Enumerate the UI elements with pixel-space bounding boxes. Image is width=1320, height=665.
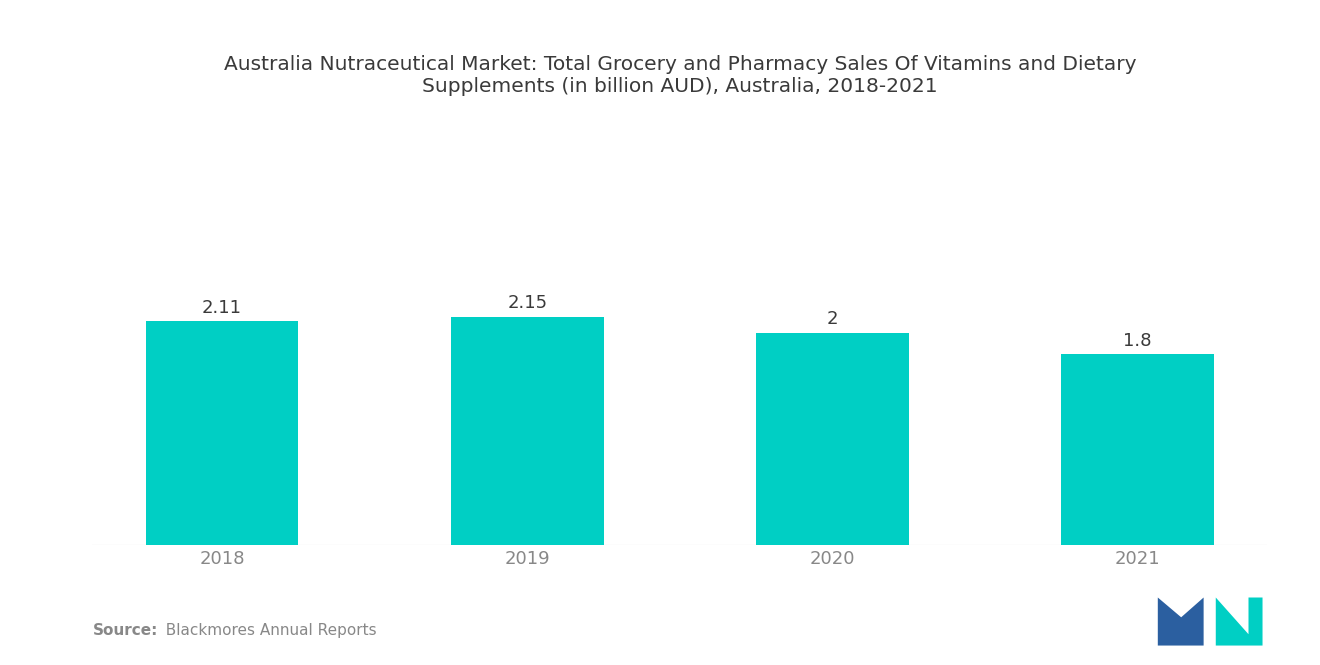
Text: 2: 2 xyxy=(826,311,838,329)
Bar xyxy=(451,317,603,545)
Bar xyxy=(756,332,908,545)
Polygon shape xyxy=(1158,597,1204,646)
Text: 2.15: 2.15 xyxy=(507,295,548,313)
Text: 2.11: 2.11 xyxy=(202,299,242,317)
Bar xyxy=(1061,354,1214,545)
Bar xyxy=(145,321,298,545)
Title: Australia Nutraceutical Market: Total Grocery and Pharmacy Sales Of Vitamins and: Australia Nutraceutical Market: Total Gr… xyxy=(223,55,1137,96)
Polygon shape xyxy=(1216,597,1262,646)
Text: Source:: Source: xyxy=(92,623,158,638)
Text: Blackmores Annual Reports: Blackmores Annual Reports xyxy=(156,623,376,638)
Text: 1.8: 1.8 xyxy=(1123,332,1152,350)
